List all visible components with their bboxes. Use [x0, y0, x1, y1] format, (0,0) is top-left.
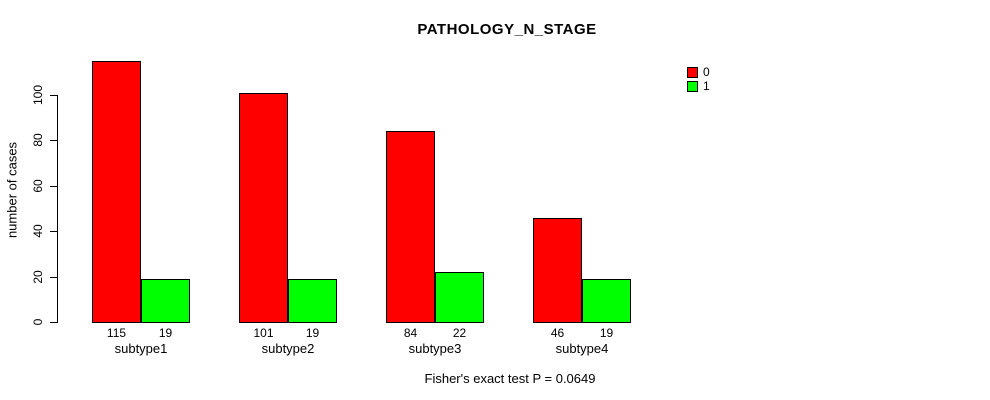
- bar-value-label: 19: [158, 326, 173, 340]
- bar-1-subtype4: [582, 278, 631, 323]
- y-axis-tick-label: 40: [31, 224, 45, 238]
- legend: 0 1: [687, 65, 710, 93]
- legend-label-0: 0: [703, 65, 710, 79]
- y-axis-line: [57, 95, 58, 323]
- category-label-subtype1: subtype1: [114, 341, 168, 356]
- y-axis-tick: [50, 185, 57, 187]
- bar-value-label: 46: [550, 326, 565, 340]
- legend-item-0: 0: [687, 65, 710, 79]
- y-axis-tick: [50, 95, 57, 96]
- bar-1-subtype1: [141, 278, 190, 323]
- legend-item-1: 1: [687, 79, 710, 93]
- legend-label-1: 1: [703, 79, 710, 93]
- y-axis-tick: [50, 276, 57, 278]
- y-axis-tick: [50, 140, 57, 142]
- category-label-subtype3: subtype3: [408, 341, 462, 356]
- stat-test-caption: Fisher's exact test P = 0.0649: [424, 371, 596, 386]
- y-axis-tick-label: 100: [31, 84, 45, 106]
- bar-value-label: 22: [452, 326, 467, 340]
- chart-title: PATHOLOGY_N_STAGE: [417, 21, 597, 38]
- category-label-subtype4: subtype4: [555, 341, 609, 356]
- bar-value-label: 19: [599, 326, 614, 340]
- category-label-subtype2: subtype2: [261, 341, 315, 356]
- bar-0-subtype1: [92, 60, 141, 323]
- bar-value-label: 19: [305, 326, 320, 340]
- y-axis-tick-label: 20: [31, 269, 45, 284]
- y-axis-tick-label: 0: [31, 318, 45, 326]
- y-axis-tick-label: 80: [31, 133, 45, 148]
- y-axis-label: number of cases: [4, 141, 20, 239]
- bar-value-label: 115: [106, 326, 127, 340]
- bar-value-label: 101: [253, 326, 274, 340]
- bar-1-subtype2: [288, 278, 337, 323]
- legend-swatch-red: [687, 66, 698, 78]
- legend-swatch-green: [687, 80, 698, 92]
- bar-value-label: 84: [403, 326, 418, 340]
- y-axis-tick-label: 60: [31, 179, 45, 193]
- bar-0-subtype4: [533, 217, 582, 323]
- bar-1-subtype3: [435, 272, 484, 323]
- y-axis-tick: [50, 322, 57, 323]
- y-axis-tick: [50, 231, 57, 233]
- bar-0-subtype2: [239, 92, 288, 323]
- bar-0-subtype3: [386, 131, 435, 323]
